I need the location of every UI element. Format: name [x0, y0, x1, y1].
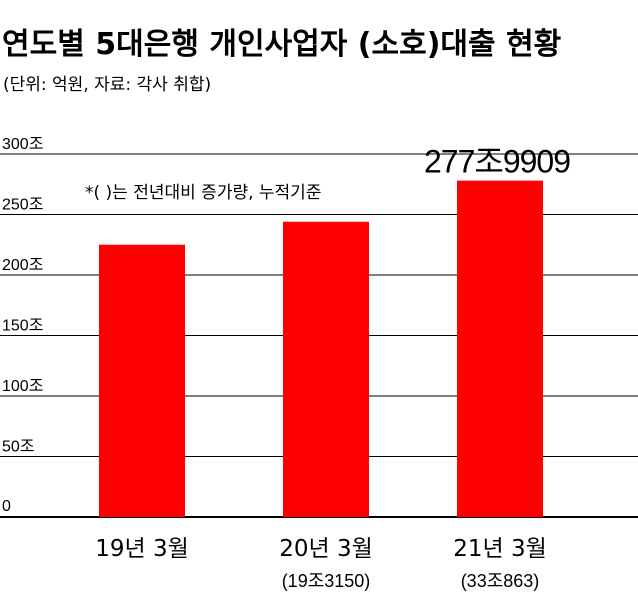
y-tick-label: 200조: [2, 257, 43, 274]
x-tick-note: (19조3150): [282, 571, 371, 591]
y-tick-label: 100조: [2, 378, 43, 395]
data-label: 277조9909: [424, 144, 570, 180]
y-tick-label: 150조: [2, 318, 43, 335]
chart-note: *( )는 전년대비 증가량, 누적기준: [85, 183, 321, 203]
y-axis-ticks: 0 50조 100조 150조 200조 250조 300조: [2, 136, 43, 515]
y-tick-label: 50조: [2, 439, 35, 456]
data-labels: 277조9909: [424, 144, 571, 180]
chart-subtitle: (단위: 억원, 자료: 각사 취합): [3, 75, 211, 95]
x-axis-labels: 19년 3월 20년 3월 (19조3150) 21년 3월 (33조863): [95, 536, 547, 591]
bar: [457, 180, 543, 518]
x-tick-label: 19년 3월: [95, 536, 189, 562]
y-tick-label: 0: [2, 498, 11, 515]
y-tick-label: 250조: [2, 197, 43, 214]
x-tick-label: 20년 3월: [279, 536, 373, 562]
bar: [283, 221, 369, 517]
bars: [99, 180, 543, 518]
bar: [99, 244, 185, 517]
x-tick-label: 21년 3월: [453, 536, 547, 562]
chart-title: 연도별 5대은행 개인사업자 (소호)대출 현황: [2, 27, 561, 62]
y-tick-label: 300조: [2, 136, 43, 153]
x-tick-note: (33조863): [461, 571, 540, 591]
